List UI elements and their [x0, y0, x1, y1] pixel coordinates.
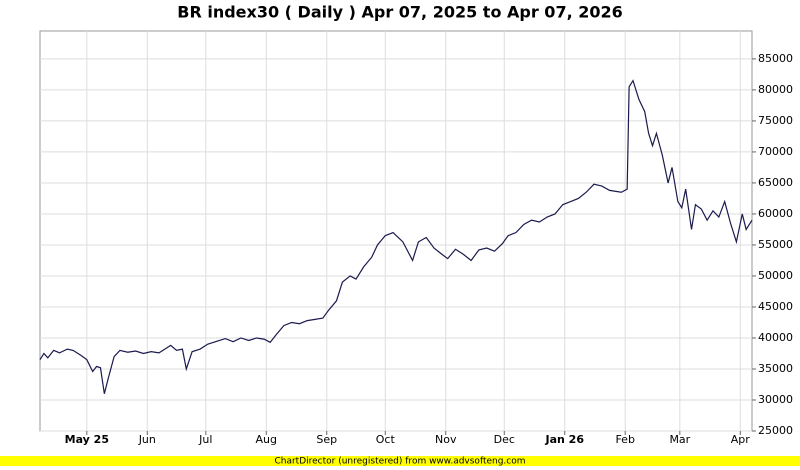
y-tick-label: 80000 — [758, 83, 793, 96]
x-tick-label: Nov — [435, 433, 457, 446]
x-tick-label: Dec — [494, 433, 515, 446]
y-tick-label: 40000 — [758, 331, 793, 344]
chart-title: BR index30 ( Daily ) Apr 07, 2025 to Apr… — [177, 3, 623, 22]
x-tick-label: Jun — [138, 433, 156, 446]
y-tick-label: 70000 — [758, 145, 793, 158]
y-tick-label: 55000 — [758, 238, 793, 251]
x-tick-label: Apr — [731, 433, 751, 446]
y-tick-label: 25000 — [758, 424, 793, 437]
x-tick-label: Oct — [376, 433, 396, 446]
plot-area — [39, 30, 753, 432]
y-tick-label: 45000 — [758, 300, 793, 313]
x-tick-label: Sep — [316, 433, 337, 446]
y-tick-label: 30000 — [758, 393, 793, 406]
x-tick-label: Mar — [669, 433, 690, 446]
y-tick-label: 50000 — [758, 269, 793, 282]
y-tick-label: 60000 — [758, 207, 793, 220]
y-tick-label: 85000 — [758, 52, 793, 65]
footer: ChartDirector (unregistered) from www.ad… — [274, 457, 525, 467]
x-tick-label: Jul — [198, 433, 212, 446]
x-tick-label: Aug — [256, 433, 277, 446]
x-tick-label: Feb — [615, 433, 634, 446]
x-tick-label: Jan 26 — [544, 433, 584, 446]
x-tick-label: May 25 — [65, 433, 109, 446]
y-tick-label: 75000 — [758, 114, 793, 127]
y-tick-label: 65000 — [758, 176, 793, 189]
y-tick-label: 35000 — [758, 362, 793, 375]
price-line — [39, 79, 753, 394]
footer-bar — [0, 456, 800, 466]
